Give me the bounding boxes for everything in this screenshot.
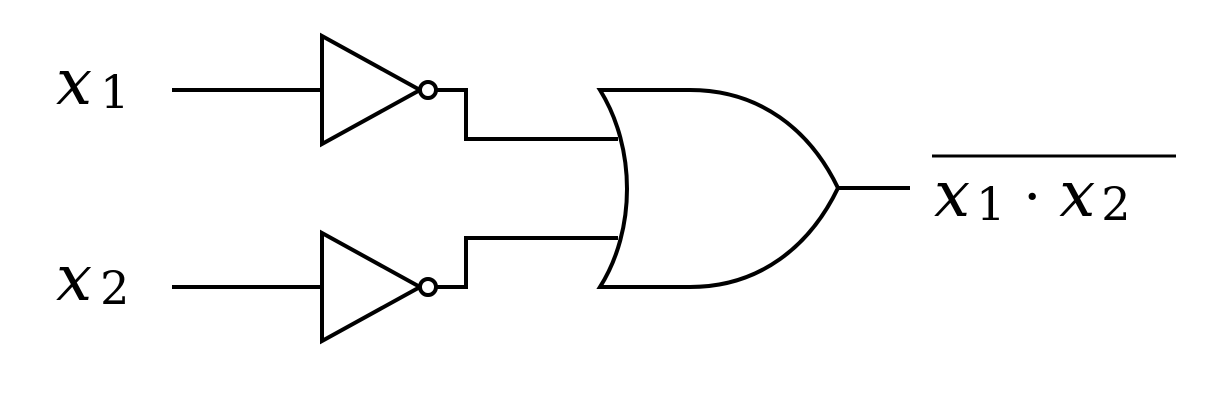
or-gate <box>596 88 841 289</box>
not-gate-2-bubble <box>418 277 438 297</box>
output-subscript-1: 1 <box>976 177 1005 231</box>
output-subscript-2: 2 <box>1101 177 1130 231</box>
wire-not2-to-or <box>436 236 618 289</box>
not-gate-2 <box>320 229 438 345</box>
not-gate-2-triangle <box>320 229 425 345</box>
input-x2-subscript: 2 <box>100 261 129 315</box>
not-gate-1-triangle <box>320 32 425 148</box>
output-var-1: x <box>934 158 970 232</box>
output-label: x 1 · x 2 <box>934 158 1131 232</box>
wire-not1-to-or <box>436 88 618 141</box>
output-var-2: x <box>1059 158 1095 232</box>
not-gate-1 <box>320 32 438 148</box>
input-x2-var: x <box>56 242 92 316</box>
input-x1-subscript: 1 <box>100 65 129 119</box>
output-operator: · <box>1023 165 1041 230</box>
output-expression: x 1 · x 2 <box>932 154 1176 232</box>
input-x1-var: x <box>56 46 92 120</box>
not-gate-1-bubble <box>418 80 438 100</box>
